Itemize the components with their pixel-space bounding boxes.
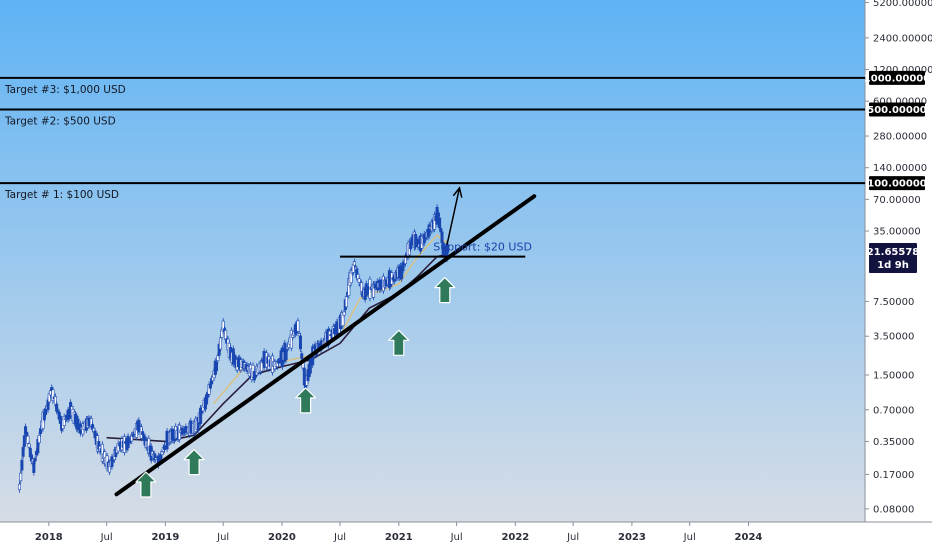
y-tick-label: 0.08000 [873,504,914,515]
y-axis-ticks: 5200.00000 2400.00000 1200.00000 600.00000 2… [865,0,932,515]
up-arrow-icon [295,387,317,414]
x-tick-label: 2022 [501,532,529,543]
price-candle [17,483,21,491]
y-tick-label: 2400.00000 [873,33,932,44]
price-candle [33,457,37,462]
current-price-label: 21.65578 [867,247,920,258]
y-tick-label: 70.00000 [873,195,921,206]
up-arrow-icon [434,277,456,304]
target-price-label: 100.00000 [867,179,927,190]
time-axis-panel [0,522,932,550]
x-tick-label: 2018 [35,532,63,543]
y-tick-label: 1200.00000 [873,65,932,76]
price-candle [37,435,41,443]
current-price-countdown: 1d 9h [877,260,909,271]
target-price-box [869,176,925,191]
price-candle [199,407,203,424]
x-tick-label: Jul [450,532,463,543]
price-candle [297,333,301,337]
y-tick-label: 5200.00000 [873,0,932,9]
target-price-label: 1000.00000 [864,73,930,84]
x-tick-label: Jul [683,532,696,543]
price-candle [298,335,302,350]
projection-arrow-line [446,187,461,245]
price-candle [438,217,442,229]
y-tick-label: 280.00000 [873,132,927,143]
target-label: Target #2: $500 USD [4,116,116,128]
trendline [114,194,537,497]
price-candle [19,472,23,482]
y-tick-label: 0.17000 [873,470,914,481]
y-tick-label: 1.50000 [873,370,914,381]
price-candle [219,337,223,350]
target-price-box [869,102,925,117]
x-tick-label: 2024 [735,532,763,543]
y-tick-label: 7.50000 [873,297,914,308]
price-candle [289,330,293,349]
price-candle [32,460,36,473]
y-tick-label: 600.00000 [873,97,927,108]
price-candle [216,355,220,362]
x-tick-label: 2021 [385,532,413,543]
current-price-box [869,242,917,273]
x-tick-label: Jul [566,532,579,543]
price-candle [296,320,300,332]
up-arrow-icon [135,471,157,498]
price-candle [22,435,26,447]
annotation-lines[interactable] [0,76,865,497]
target-label: Target # 1: $100 USD [4,189,119,201]
x-tick-label: 2020 [268,532,296,543]
target-price-label: 500.00000 [867,105,927,116]
price-candle [352,261,356,266]
x-tick-label: Jul [333,532,346,543]
price-candle [214,362,218,372]
price-candle [300,353,304,359]
price-candle [342,311,346,316]
annotation-labels: Target #3: $1,000 USD 1000.00000 Target #2… [4,70,930,273]
up-arrow-icon [388,329,410,356]
price-candle [26,435,30,444]
price-candle [344,296,348,308]
price-series[interactable] [17,204,449,493]
y-tick-label: 0.35000 [873,437,914,448]
y-tick-label: 0.70000 [873,405,914,416]
x-tick-label: 2019 [151,532,179,543]
price-candle [21,447,25,457]
y-tick-label: 3.50000 [873,332,914,343]
x-tick-label: Jul [100,532,113,543]
y-tick-label: 35.00000 [873,227,921,238]
x-tick-label: 2023 [618,532,646,543]
annotation-arrows [135,186,463,498]
support-label: Support: $20 USD [433,241,532,254]
y-tick-label: 140.00000 [873,163,927,174]
projection-arrow-head [452,186,463,198]
target-label: Target #3: $1,000 USD [4,84,126,96]
price-candle [436,212,440,217]
price-candle [357,278,361,283]
x-tick-label: Jul [216,532,229,543]
up-arrow-icon [183,449,205,476]
x-axis-ticks: 2018 Jul 2019 Jul 2020 Jul 2021 Jul 2022 Jul 2023 J… [35,522,762,543]
price-candle [20,459,24,471]
target-price-box [869,70,925,85]
